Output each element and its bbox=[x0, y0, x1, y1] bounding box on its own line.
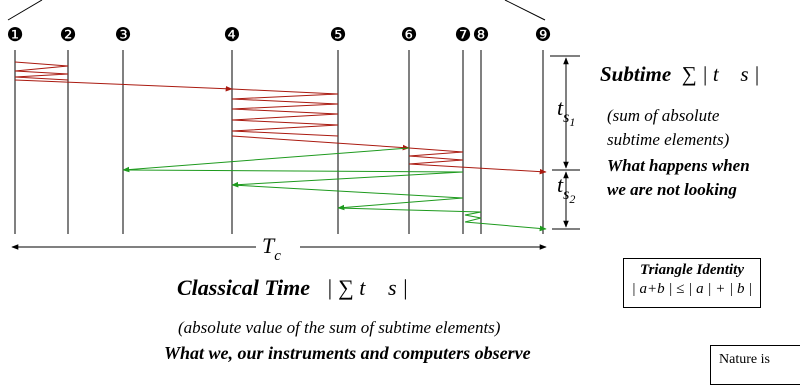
event-marker-8: ❽ bbox=[472, 24, 489, 46]
forward-zigzag-4-5 bbox=[231, 88, 339, 137]
ts1-label: ts1 bbox=[557, 95, 575, 129]
event-marker-5: ❺ bbox=[329, 24, 346, 46]
classical-time-note: (absolute value of the sum of subtime el… bbox=[178, 318, 501, 337]
forward-zigzag-1-2 bbox=[14, 61, 69, 81]
backward-arrow-7-4 bbox=[231, 171, 464, 188]
event-marker-6: ❻ bbox=[400, 24, 417, 46]
nature-box: Nature is bbox=[710, 345, 800, 385]
forward-arrow-2-4 bbox=[14, 79, 233, 92]
event-marker-1: ❶ bbox=[6, 24, 23, 46]
event-marker-3: ❸ bbox=[114, 24, 131, 46]
forward-arrow-6-9 bbox=[408, 163, 547, 175]
backward-arrow-7-5 bbox=[337, 197, 464, 211]
event-marker-4: ❹ bbox=[223, 24, 240, 46]
forward-zigzag-6-7 bbox=[408, 147, 464, 165]
subtime-punchline: What happens when we are not looking bbox=[607, 156, 750, 199]
brace-left bbox=[7, 0, 43, 21]
subtime-title: Subtime ∑ | t⃗ s | bbox=[600, 62, 760, 86]
subtime-formula: ∑ | t⃗ s | bbox=[681, 62, 760, 86]
nature-text: Nature is bbox=[719, 352, 770, 367]
triangle-identity-box: Triangle Identity | a+b | ≤ | a | + | b … bbox=[623, 258, 761, 308]
forward-arrow-5-6 bbox=[231, 135, 410, 151]
classical-time-punchline: What we, our instruments and computers o… bbox=[164, 343, 531, 363]
backward-line-3-7 bbox=[122, 169, 464, 173]
event-marker-9: ❾ bbox=[534, 24, 551, 46]
forward-paths bbox=[14, 61, 547, 175]
backward-zigzag-5-8 bbox=[337, 207, 482, 223]
tc-label: Tc bbox=[262, 233, 281, 264]
backward-arrow-6-3 bbox=[122, 147, 410, 173]
triangle-identity-formula: | a+b | ≤ | a | + | b | bbox=[631, 281, 753, 297]
event-marker-7: ❼ bbox=[454, 24, 471, 46]
classical-time-title: Classical Time | ∑ t⃗ s | bbox=[177, 275, 409, 300]
event-marker-2: ❷ bbox=[59, 24, 76, 46]
triangle-identity-title: Triangle Identity bbox=[639, 262, 745, 278]
subtime-note: (sum of absolute subtime elements) bbox=[607, 106, 730, 149]
backward-paths bbox=[122, 147, 547, 232]
backward-arrow-7-9 bbox=[464, 221, 547, 232]
classical-formula: | ∑ t⃗ s | bbox=[326, 275, 409, 300]
ts2-label: ts2 bbox=[557, 172, 575, 206]
event-lines bbox=[14, 50, 544, 234]
subtime-bracket bbox=[550, 55, 580, 230]
backward-line-4-7 bbox=[231, 184, 464, 199]
brace-right bbox=[504, 0, 546, 21]
